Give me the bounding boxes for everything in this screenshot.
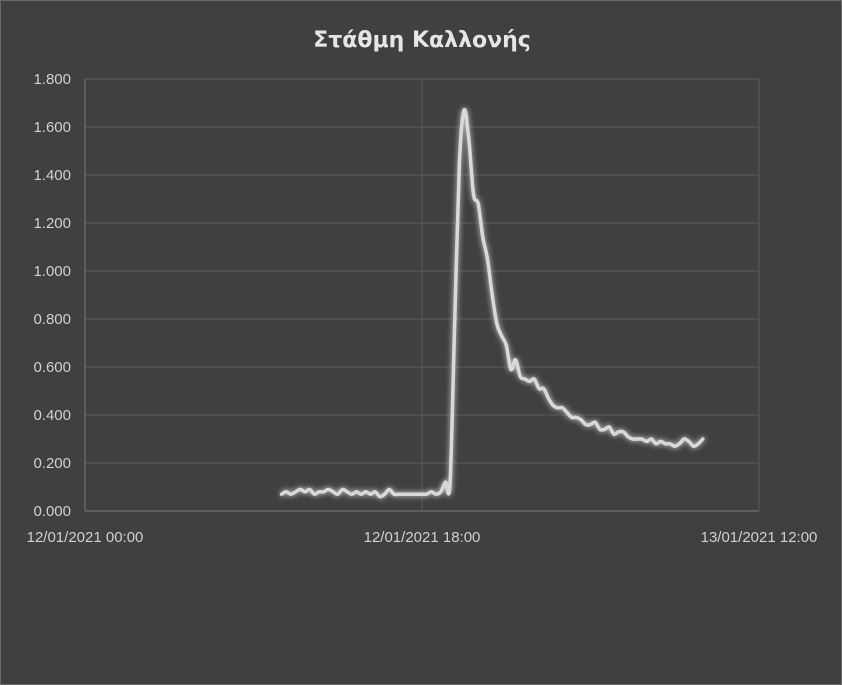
y-axis-ticks: 0.000 0.200 0.400 0.600 0.800 1.000 1.200 1.400… [33, 71, 71, 520]
y-tick-label: 0.800 [33, 311, 71, 328]
series-layer [279, 107, 705, 499]
y-tick-label: 0.200 [33, 455, 71, 472]
x-tick-label: 12/01/2021 00:00 [27, 529, 144, 546]
y-tick-label: 0.400 [33, 407, 71, 424]
y-tick-label: 1.800 [33, 71, 71, 88]
x-tick-label: 13/01/2021 12:00 [701, 529, 818, 546]
y-tick-label: 1.200 [33, 215, 71, 232]
x-tick-label: 12/01/2021 18:00 [364, 529, 481, 546]
series-line [279, 107, 705, 499]
y-tick-label: 1.000 [33, 263, 71, 280]
y-tick-label: 0.600 [33, 359, 71, 376]
grid-layer [84, 78, 760, 512]
y-tick-label: 1.400 [33, 167, 71, 184]
x-axis-ticks: 12/01/2021 00:00 12/01/2021 18:00 13/01/20… [27, 529, 818, 546]
y-tick-label: 1.600 [33, 119, 71, 136]
chart-title: Στάθμη Καλλονής [313, 28, 531, 53]
y-tick-label: 0.000 [33, 503, 71, 520]
